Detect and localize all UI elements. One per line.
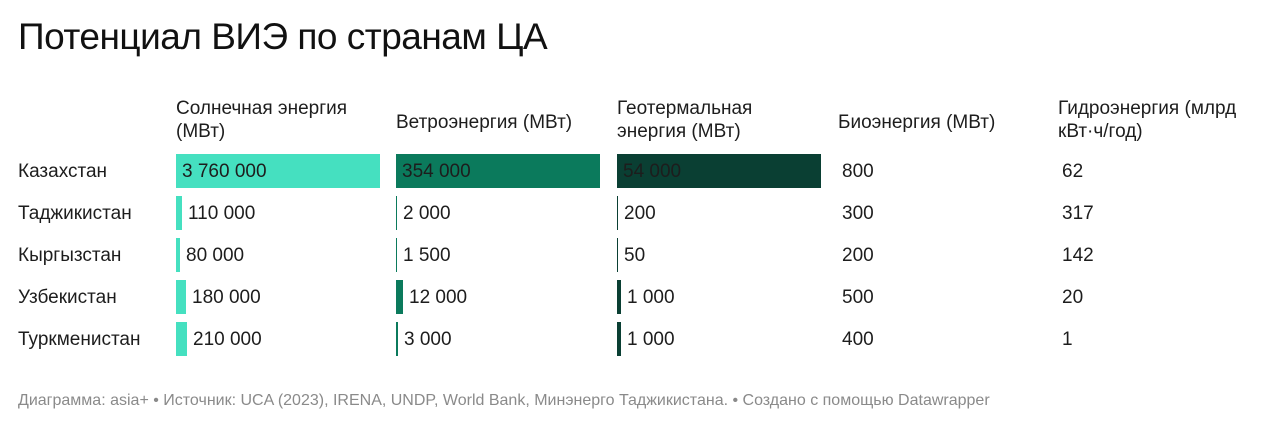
value-bar [396,238,397,272]
value-bar [176,322,187,356]
value-cell: 180 000 [192,287,261,308]
value-cell: 200 [624,203,656,224]
value-cell: 110 000 [188,203,256,224]
value-cell: 800 [842,161,874,182]
value-cell: 1 000 [627,287,675,308]
column-header: Солнечная энергия (МВт) [176,98,348,142]
value-cell: 80 000 [186,245,245,266]
value-bar [396,280,403,314]
row-country-label: Узбекистан [18,287,117,308]
column-header: Ветроэнергия (МВт) [396,112,573,133]
column-header: Гидроэнергия (млрд кВт·ч/год) [1058,98,1237,142]
value-cell: 62 [1062,161,1084,182]
row-country-label: Казахстан [18,161,108,182]
value-bar [176,196,182,230]
value-cell: 1 000 [627,329,675,350]
value-cell: 1 500 [403,245,451,266]
value-cell: 12 000 [409,287,468,308]
value-cell: 400 [842,329,874,350]
value-bar [396,196,397,230]
row-country-label: Кыргызстан [18,245,122,266]
value-bar [617,196,618,230]
value-bar [617,238,618,272]
value-cell: 200 [842,245,874,266]
value-bar [617,322,621,356]
value-cell: 2 000 [403,203,451,224]
column-header: Биоэнергия (МВт) [838,112,996,133]
value-bar [396,322,398,356]
value-cell: 1 [1062,329,1073,350]
row-country-label: Туркменистан [18,329,141,350]
value-cell: 300 [842,203,874,224]
value-cell: 317 [1062,203,1094,224]
value-cell: 3 000 [404,329,452,350]
value-cell: 354 000 [402,161,471,182]
source-note: Диаграмма: asia+ • Источник: UCA (2023),… [18,392,990,409]
value-cell: 20 [1062,287,1084,308]
value-cell: 50 [624,245,646,266]
value-cell: 210 000 [193,329,262,350]
row-country-label: Таджикистан [18,203,132,224]
value-bar [617,280,621,314]
value-cell: 500 [842,287,874,308]
value-bar [176,280,186,314]
value-bar [176,238,180,272]
value-bar [617,154,821,188]
value-cell: 142 [1062,245,1094,266]
value-cell: 54 000 [623,161,682,182]
chart-title: Потенциал ВИЭ по странам ЦА [18,16,548,57]
value-cell: 3 760 000 [182,161,267,182]
value-bar [176,154,380,188]
value-bar [396,154,600,188]
column-header: Геотермальная энергия (МВт) [617,98,753,142]
